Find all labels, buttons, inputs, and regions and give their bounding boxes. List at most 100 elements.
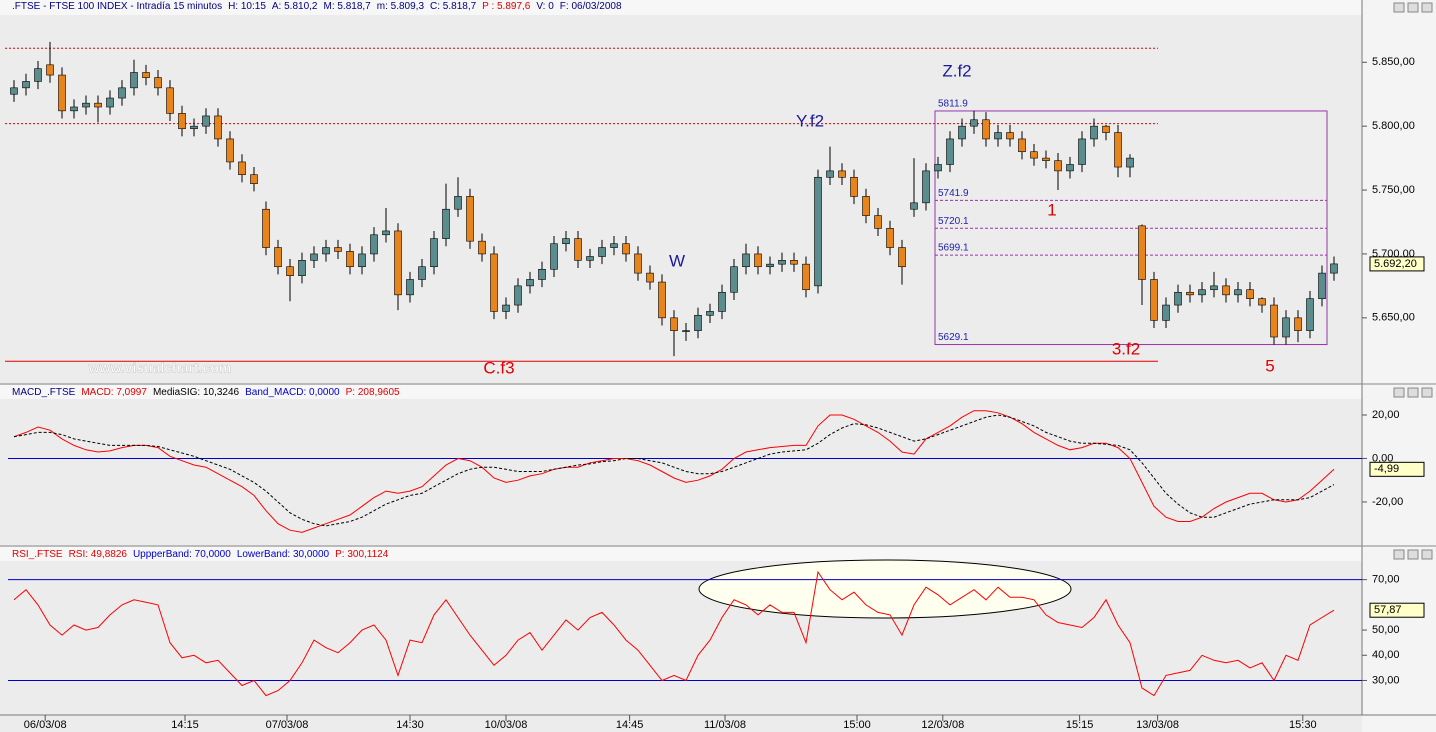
- candle-body: [1270, 304, 1278, 338]
- minimize-button[interactable]: [1393, 549, 1405, 560]
- candle-body: [526, 279, 534, 287]
- candle-body: [850, 176, 858, 197]
- candle-body: [922, 170, 930, 204]
- minimize-button[interactable]: [1393, 2, 1405, 13]
- x-tick-label: 06/03/08: [24, 719, 67, 731]
- x-tick-label: 14:45: [616, 719, 644, 731]
- candle-body: [538, 268, 546, 280]
- candle-body: [1150, 279, 1158, 321]
- level-label: 5720.1: [938, 216, 969, 227]
- candle-body: [406, 279, 414, 296]
- chart-header: .FTSE - FTSE 100 INDEX - Intradía 15 min…: [12, 1, 628, 12]
- candle-body: [310, 253, 318, 261]
- header-strip: [0, 547, 1436, 561]
- series-line: [13, 414, 1335, 527]
- candle-body: [1090, 125, 1098, 140]
- candle-body: [778, 260, 786, 265]
- close-button[interactable]: [1421, 2, 1433, 13]
- candle-body: [226, 138, 234, 163]
- wave-label: 1: [1047, 200, 1056, 219]
- candle-body: [250, 174, 258, 184]
- candle-body: [490, 253, 498, 312]
- minimize-button[interactable]: [1393, 387, 1405, 398]
- candle-body: [298, 260, 306, 276]
- candle-body: [718, 291, 726, 312]
- maximize-button[interactable]: [1407, 2, 1419, 13]
- candle-body: [214, 115, 222, 140]
- level-label: 5811.9: [938, 99, 968, 110]
- candle-body: [1234, 289, 1242, 296]
- level-box: [934, 110, 1328, 346]
- y-tick-label: 30,00: [1372, 674, 1400, 686]
- last-value-label: 5.692,20: [1374, 258, 1417, 270]
- candle-body: [238, 161, 246, 176]
- y-tick-label: 50,00: [1372, 624, 1400, 636]
- candle-body: [166, 87, 174, 114]
- candle-body: [1258, 298, 1266, 306]
- header-item: RSI_.FTSE: [12, 549, 63, 560]
- close-button[interactable]: [1421, 549, 1433, 560]
- candle-body: [946, 138, 954, 165]
- candle-body: [766, 263, 774, 268]
- candle-body: [118, 87, 126, 99]
- candle-body: [1210, 285, 1218, 291]
- candle-body: [1054, 160, 1062, 172]
- candle-body: [670, 317, 678, 331]
- window-buttons[interactable]: [1393, 2, 1433, 560]
- candle-body: [262, 208, 270, 248]
- candle-body: [1246, 289, 1254, 299]
- candle-body: [430, 238, 438, 268]
- candle-body: [754, 253, 762, 268]
- candle-body: [346, 251, 354, 268]
- header-item: LowerBand: 30,0000: [236, 549, 330, 560]
- maximize-button[interactable]: [1407, 549, 1419, 560]
- level-label: 5629.1: [938, 332, 969, 343]
- candle-body: [1282, 317, 1290, 338]
- header-item: A: 5.810,2: [271, 1, 318, 12]
- candle-body: [550, 243, 558, 270]
- candle-body: [1138, 225, 1146, 280]
- wave-label: C.f3: [483, 358, 514, 377]
- candle-body: [1186, 291, 1194, 296]
- last-value-box: [1369, 461, 1425, 477]
- candle-body: [826, 170, 834, 178]
- candle-body: [1222, 285, 1230, 296]
- candle-body: [190, 125, 198, 130]
- header-item: H: 10:15: [228, 1, 266, 12]
- candle-body: [886, 228, 894, 248]
- candle-body: [874, 215, 882, 229]
- axis-area: [1362, 0, 1436, 732]
- candle-body: [562, 238, 570, 245]
- candle-body: [502, 304, 510, 312]
- candle-body: [1102, 125, 1110, 133]
- wave-label: W: [669, 251, 685, 270]
- candle-body: [1318, 272, 1326, 299]
- y-tick-label: 5.850,00: [1372, 56, 1415, 68]
- y-tick-label: -20,00: [1372, 496, 1403, 508]
- level-label: 5741.9: [938, 188, 969, 199]
- header-item: P : 5.897,6: [482, 1, 531, 12]
- header-item: UppperBand: 70,0000: [132, 549, 231, 560]
- series-line: [13, 570, 1335, 697]
- candle-body: [334, 247, 342, 252]
- candle-body: [1330, 263, 1338, 274]
- close-button[interactable]: [1421, 387, 1433, 398]
- y-tick-label: 5.650,00: [1372, 312, 1415, 324]
- candle-body: [442, 208, 450, 239]
- candle-body: [646, 272, 654, 283]
- candle-body: [286, 266, 294, 276]
- x-tick-label: 10/03/08: [485, 719, 528, 731]
- candle-body: [574, 238, 582, 261]
- candle-body: [910, 202, 918, 210]
- wave-label: Z.f2: [942, 61, 971, 80]
- maximize-button[interactable]: [1407, 387, 1419, 398]
- candle-body: [142, 72, 150, 78]
- candle-body: [1126, 157, 1134, 168]
- candle-body: [1306, 298, 1314, 331]
- candle-body: [514, 285, 522, 306]
- candle-body: [322, 247, 330, 255]
- header-item: MACD_.FTSE: [12, 387, 76, 398]
- candle-body: [82, 102, 90, 108]
- header-strip: [0, 0, 1436, 15]
- header-item: M: 5.818,7: [323, 1, 371, 12]
